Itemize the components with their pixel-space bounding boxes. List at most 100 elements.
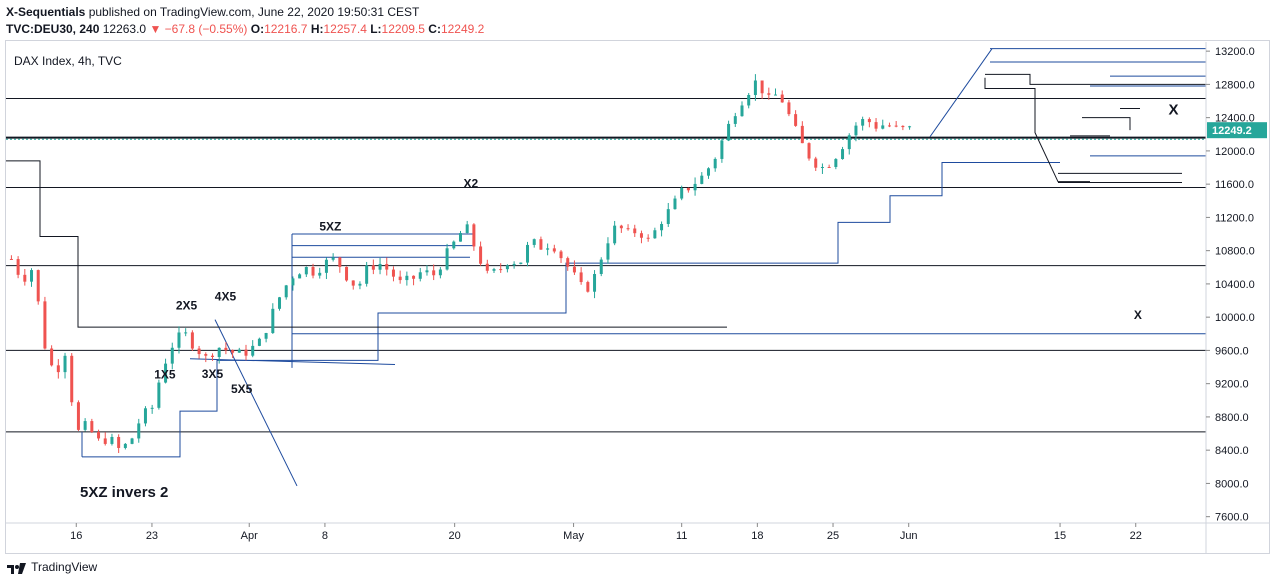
- candle-body: [532, 239, 536, 245]
- candle-body: [539, 239, 543, 250]
- candle-body: [465, 224, 469, 234]
- price-tick-label: 11600.0: [1215, 179, 1254, 191]
- candle-body: [861, 119, 865, 126]
- candle-body: [378, 263, 382, 270]
- wave-annotation: 2X5: [176, 299, 198, 313]
- candle-down: [633, 224, 637, 237]
- candle-up: [184, 328, 188, 337]
- candle-up: [63, 352, 67, 379]
- price-tick-label: 11200.0: [1215, 212, 1254, 224]
- candle-up: [820, 163, 824, 174]
- candle-body: [318, 272, 322, 276]
- candle-down: [90, 418, 94, 434]
- candle-body: [619, 225, 623, 229]
- candle-body: [593, 273, 597, 292]
- candle-up: [706, 167, 710, 179]
- candle-body: [519, 262, 523, 264]
- candle-body: [385, 263, 389, 270]
- candle-down: [43, 296, 47, 350]
- candle-body: [103, 438, 107, 444]
- candle-body: [559, 251, 563, 259]
- candle-body: [438, 269, 442, 276]
- candle-down: [16, 256, 20, 279]
- wave-annotation: 3X5: [202, 367, 224, 381]
- candle-up: [143, 406, 147, 427]
- candle-up: [505, 264, 509, 273]
- open-value: 12216.7: [264, 22, 308, 36]
- time-tick-label: 15: [1054, 530, 1066, 542]
- candle-body: [894, 125, 898, 127]
- candle-body: [814, 158, 818, 168]
- candle-down: [827, 164, 831, 168]
- candle-up: [727, 120, 731, 142]
- candle-down: [338, 256, 342, 273]
- candle-down: [814, 156, 818, 172]
- high-label: H:: [310, 22, 324, 36]
- candle-up: [217, 347, 221, 364]
- symbol-label: TVC:DEU30, 240: [6, 22, 100, 36]
- candle-down: [97, 429, 101, 441]
- candle-up: [291, 276, 295, 291]
- blue-trendline: [929, 48, 993, 138]
- candle-down: [311, 263, 315, 279]
- candle-down: [780, 90, 784, 103]
- candle-body: [257, 338, 261, 346]
- candle-body: [371, 265, 375, 270]
- annotations-layer: X2 5XZ 2X5 4X5 1X5 3X5 5X5 X X 5XZ invers 2: [80, 101, 1179, 501]
- candle-up: [418, 267, 422, 282]
- candle-body: [572, 266, 576, 273]
- candle-up: [740, 101, 744, 117]
- candle-body: [706, 168, 710, 176]
- candle-up: [673, 195, 677, 210]
- candle-body: [284, 285, 288, 298]
- candle-body: [16, 259, 20, 275]
- candle-up: [237, 347, 241, 353]
- last-price: 12263.0: [102, 22, 147, 36]
- candle-body: [660, 223, 664, 231]
- candle-body: [30, 270, 34, 282]
- candle-body: [251, 345, 255, 356]
- open-label: O:: [250, 22, 265, 36]
- candle-body: [740, 105, 744, 117]
- price-change: ▼ −67.8 (−0.55%): [149, 22, 248, 36]
- candle-body: [901, 125, 905, 128]
- price-tick-label: 12400.0: [1215, 113, 1255, 125]
- candle-up: [405, 271, 409, 286]
- candle-up: [861, 116, 865, 131]
- time-tick-label: 8: [322, 530, 328, 542]
- candle-up: [599, 257, 603, 277]
- time-tick-label: 18: [751, 530, 763, 542]
- candle-body: [130, 438, 134, 444]
- candle-down: [103, 432, 107, 446]
- author-name[interactable]: X-Sequentials: [6, 5, 86, 19]
- candle-body: [210, 355, 214, 357]
- candle-down: [901, 125, 905, 131]
- candle-body: [720, 140, 724, 159]
- candle-body: [639, 233, 643, 238]
- candle-body: [97, 431, 101, 439]
- close-value: 12249.2: [440, 22, 485, 36]
- candle-down: [586, 280, 590, 293]
- candle-body: [700, 175, 704, 184]
- candle-down: [479, 241, 483, 266]
- candle-down: [559, 249, 563, 263]
- candle-body: [485, 263, 489, 271]
- candle-body: [633, 228, 637, 234]
- candle-body: [23, 274, 27, 282]
- tradingview-footer[interactable]: TradingView: [6, 560, 97, 575]
- candle-body: [747, 95, 751, 106]
- candle-body: [150, 407, 154, 409]
- blue-trendline: [214, 319, 298, 487]
- candle-down: [794, 110, 798, 127]
- candle-body: [137, 423, 141, 439]
- close-label: C:: [428, 22, 441, 36]
- chart-caption: 5XZ invers 2: [80, 484, 168, 501]
- candle-up: [30, 268, 34, 287]
- candle-body: [653, 230, 657, 239]
- candle-body: [190, 332, 194, 349]
- candle-up: [365, 261, 369, 287]
- price-tick-label: 9600.0: [1215, 345, 1249, 357]
- candle-up: [164, 358, 168, 384]
- candle-down: [117, 434, 121, 454]
